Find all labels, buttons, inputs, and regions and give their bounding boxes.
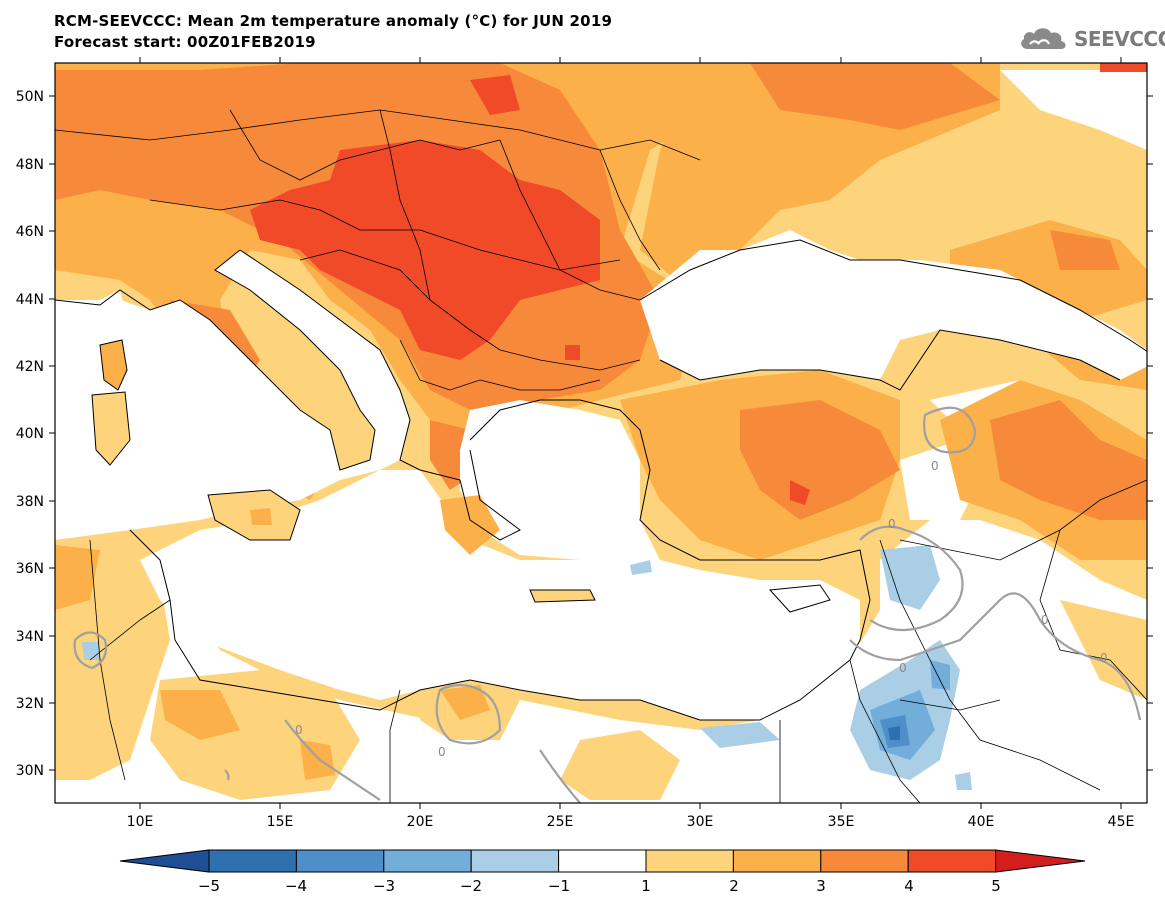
lon-label: 25E	[547, 814, 574, 830]
contour-label: 0	[438, 745, 446, 759]
lat-label: 46N	[16, 224, 44, 240]
lat-label: 40N	[16, 426, 44, 442]
lon-axis	[139, 57, 1122, 809]
colorbar-label: 4	[904, 877, 914, 895]
colorbar-label: 5	[991, 877, 1001, 895]
colorbar-segment	[383, 849, 472, 873]
contour-label: 0	[1100, 651, 1108, 665]
forecast-start-label: Forecast start: 00Z01FEB2019	[54, 33, 316, 51]
lat-axis	[49, 95, 1153, 771]
lon-label: 40E	[968, 814, 995, 830]
lat-label: 48N	[16, 157, 44, 173]
lon-label: 30E	[687, 814, 714, 830]
lat-label: 30N	[16, 763, 44, 779]
contour-label: 0	[899, 661, 907, 675]
lat-label: 38N	[16, 494, 44, 510]
lon-label: 35E	[828, 814, 855, 830]
colorbar-arrow-high	[995, 849, 1086, 873]
cloud-icon	[1021, 28, 1066, 49]
colorbar-label: 1	[641, 877, 651, 895]
map-field	[55, 63, 1147, 803]
seevccc-logo: SEEVCCC	[1018, 24, 1165, 54]
lon-label: 45E	[1108, 814, 1135, 830]
contour-labels: 0 0 0 0 0 0 0	[295, 459, 1108, 759]
map-title: RCM-SEEVCCC: Mean 2m temperature anomaly…	[54, 12, 613, 30]
colorbar-segment	[732, 849, 822, 873]
lon-label: 10E	[127, 814, 154, 830]
colorbar-arrow-low	[119, 849, 210, 873]
colorbar-segment	[558, 849, 647, 873]
lat-label: 32N	[16, 696, 44, 712]
colorbar-label: 2	[729, 877, 739, 895]
colorbar	[119, 849, 1086, 873]
lat-label: 50N	[16, 89, 44, 105]
lon-label: 15E	[267, 814, 294, 830]
colorbar-segment	[907, 849, 997, 873]
colorbar-segment	[820, 849, 909, 873]
colorbar-labels: −5 −4 −3 −2 −1 1 2 3 4 5	[198, 877, 1001, 895]
lat-label: 34N	[16, 629, 44, 645]
contour-label: 0	[295, 723, 303, 737]
country-borders	[55, 109, 1147, 803]
colorbar-label: −5	[198, 877, 220, 895]
contour-label: 0	[1041, 613, 1049, 627]
colorbar-label: −3	[373, 877, 395, 895]
lon-labels: 10E 15E 20E 25E 30E 35E 40E 45E	[127, 814, 1135, 830]
colorbar-segment	[295, 849, 385, 873]
lat-label: 36N	[16, 561, 44, 577]
colorbar-segment	[208, 849, 297, 873]
lat-labels: 50N 48N 46N 44N 42N 40N 38N 36N 34N 32N …	[16, 89, 44, 779]
colorbar-label: −4	[285, 877, 307, 895]
colorbar-segment	[645, 849, 734, 873]
colorbar-label: 3	[816, 877, 826, 895]
lat-label: 42N	[16, 359, 44, 375]
colorbar-label: −2	[460, 877, 482, 895]
colorbar-segment	[470, 849, 560, 873]
colorbar-label: −1	[548, 877, 570, 895]
islands	[92, 340, 830, 612]
coastlines	[55, 239, 1147, 721]
logo-text: SEEVCCC	[1074, 27, 1165, 51]
contour-label: 0	[888, 517, 896, 531]
zero-contours	[73, 406, 1142, 803]
lon-label: 20E	[407, 814, 434, 830]
contour-label: 0	[931, 459, 939, 473]
lat-label: 44N	[16, 292, 44, 308]
